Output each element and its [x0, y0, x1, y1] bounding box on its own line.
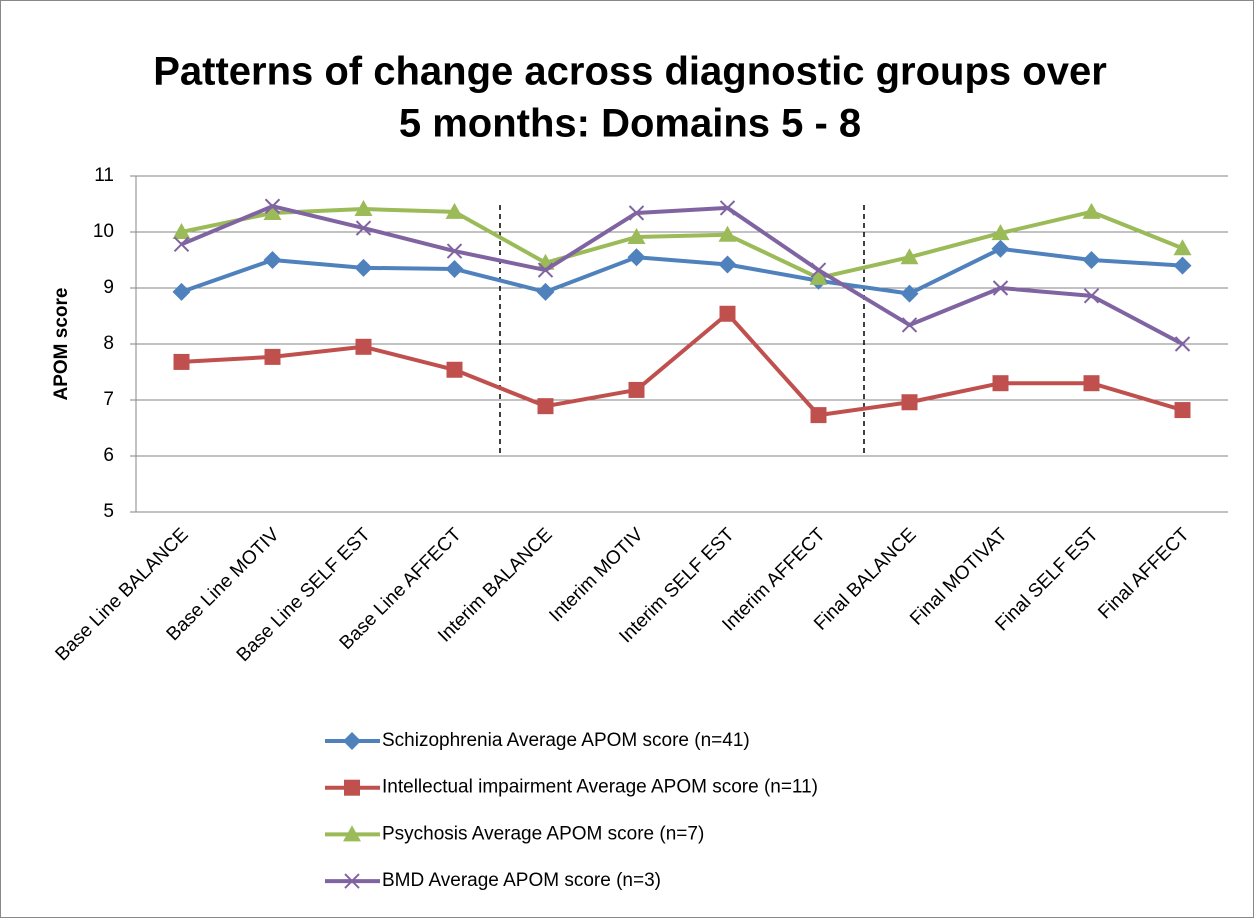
- series-line: [180, 246, 1183, 296]
- marker: [1174, 402, 1191, 419]
- series-line: [181, 207, 1184, 280]
- marker: [810, 407, 827, 424]
- marker: [628, 205, 645, 221]
- marker: [992, 280, 1009, 296]
- y-tick-label: 8: [103, 333, 114, 354]
- marker: [1082, 202, 1101, 219]
- marker: [901, 394, 918, 411]
- y-tick-label: 5: [103, 501, 114, 522]
- marker: [263, 251, 282, 269]
- legend-item: Psychosis Average APOM score (n=7): [325, 823, 704, 844]
- chart-title: Patterns of change across diagnostic gro…: [153, 50, 1107, 94]
- marker: [537, 398, 554, 415]
- marker: [810, 262, 827, 278]
- marker: [900, 284, 919, 303]
- marker: [1173, 256, 1192, 275]
- legend-label: Psychosis Average APOM score (n=7): [382, 823, 704, 844]
- marker: [264, 198, 281, 214]
- y-tick-label: 7: [103, 389, 114, 410]
- marker: [355, 220, 372, 236]
- marker: [172, 282, 191, 301]
- series-line: [181, 311, 1184, 418]
- marker: [264, 348, 281, 365]
- marker: [446, 243, 463, 259]
- marker: [343, 825, 361, 842]
- marker: [900, 248, 919, 265]
- marker: [627, 228, 646, 245]
- y-tick-label: 9: [103, 277, 114, 298]
- marker: [354, 200, 373, 217]
- chart-title: 5 months: Domains 5 - 8: [399, 102, 861, 146]
- marker: [992, 375, 1009, 392]
- marker: [719, 305, 736, 322]
- marker: [343, 732, 361, 750]
- marker: [446, 361, 463, 378]
- marker: [173, 236, 190, 253]
- series-line: [180, 204, 1184, 346]
- marker: [263, 203, 282, 220]
- marker: [536, 282, 555, 301]
- y-tick-label: 10: [93, 221, 114, 242]
- marker: [354, 258, 373, 277]
- marker: [1083, 375, 1100, 392]
- marker: [344, 873, 360, 889]
- marker: [719, 200, 736, 216]
- marker: [537, 262, 554, 278]
- legend-label: BMD Average APOM score (n=3): [382, 870, 661, 891]
- marker: [1082, 251, 1101, 269]
- legend-label: Intellectual impairment Average APOM sco…: [382, 777, 818, 798]
- marker: [344, 779, 360, 796]
- marker: [718, 255, 737, 274]
- legend-item: BMD Average APOM score (n=3): [325, 870, 661, 891]
- marker: [901, 317, 918, 333]
- legend-item: Intellectual impairment Average APOM sco…: [325, 777, 818, 798]
- legend-label: Schizophrenia Average APOM score (n=41): [382, 730, 750, 751]
- marker: [991, 239, 1010, 258]
- marker: [355, 338, 372, 355]
- marker: [627, 248, 646, 267]
- marker: [1083, 288, 1100, 304]
- marker: [718, 225, 737, 242]
- marker: [628, 381, 645, 398]
- y-tick-label: 6: [103, 445, 114, 466]
- marker: [173, 353, 190, 370]
- y-axis-label: APOM score: [51, 288, 72, 401]
- y-tick-label: 11: [94, 165, 114, 186]
- marker: [809, 268, 828, 285]
- legend-item: Schizophrenia Average APOM score (n=41): [325, 730, 750, 751]
- marker: [991, 224, 1010, 241]
- marker: [172, 223, 191, 239]
- marker: [1174, 336, 1191, 352]
- marker: [445, 202, 464, 219]
- marker: [1173, 239, 1192, 256]
- marker: [445, 259, 464, 278]
